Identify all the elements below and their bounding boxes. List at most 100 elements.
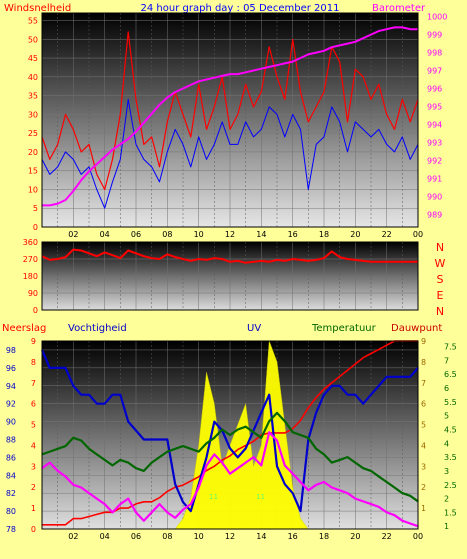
temperature-tick-label: 2.5 [444, 481, 457, 490]
wind-tick-label: 0 [33, 223, 38, 232]
rain-tick-label: 1 [31, 504, 36, 513]
chart-title: 24 hour graph day : 05 December 2011 [141, 3, 340, 14]
x-tick-label: 06 [131, 230, 141, 239]
x-tick-label: 12 [225, 532, 235, 541]
x-tick-label: 18 [319, 532, 329, 541]
direction-tick-label: 0 [33, 306, 38, 315]
barometer-tick-label: 990 [427, 192, 442, 201]
direction-tick-label: 270 [23, 255, 38, 264]
uv-tick-label: 4 [421, 441, 426, 450]
average-line [41, 98, 419, 209]
panel-frame [41, 241, 419, 311]
temperature-tick-label: 1.5 [444, 508, 457, 517]
compass-letter: N [436, 241, 444, 254]
barometer-tick-label: 993 [427, 138, 442, 147]
wind-tick-label: 55 [28, 17, 38, 26]
humidity-tick-label: 86 [6, 453, 16, 462]
wind-tick-label: 45 [28, 54, 38, 63]
uv-tick-label: 7 [421, 379, 426, 388]
rain-tick-label: 2 [31, 483, 36, 492]
x-tick-label: 14 [256, 230, 266, 239]
temperature-tick-label: 3.5 [444, 453, 457, 462]
compass-letter: W [435, 257, 446, 270]
humidity-tick-label: 88 [6, 435, 16, 444]
temperature-tick-label: 4 [444, 439, 449, 448]
x-tick-label: 10 [194, 532, 204, 541]
humidity-tick-label: 80 [6, 507, 16, 516]
direction-tick-label: 90 [28, 289, 38, 298]
x-tick-label: 00 [413, 532, 423, 541]
legend-uv: UV [247, 323, 261, 334]
temperature-tick-label: 2 [444, 495, 449, 504]
humidity-tick-label: 98 [6, 346, 16, 355]
rain-tick-label: 9 [31, 337, 36, 346]
rain-tick-label: 0 [31, 525, 36, 534]
data-lines [40, 26, 419, 528]
x-tick-label: 02 [68, 230, 78, 239]
barometer-tick-label: 1000 [427, 13, 447, 22]
x-tick-label: 04 [100, 230, 110, 239]
wind-tick-label: 50 [28, 35, 38, 44]
wind-tick-label: 30 [28, 110, 38, 119]
x-tick-label: 18 [319, 230, 329, 239]
rain-tick-label: 4 [31, 441, 36, 450]
rain-tick-label: 7 [31, 379, 36, 388]
barometer-tick-label: 989 [427, 210, 442, 219]
uv-annotation: 1 [209, 493, 213, 501]
wind-tick-label: 15 [28, 167, 38, 176]
barometer-tick-label: 991 [427, 174, 442, 183]
rain-tick-label: 6 [31, 400, 36, 409]
temperature-tick-label: 5 [444, 412, 449, 421]
compass-letter: N [436, 305, 444, 318]
barometer-tick-label: 999 [427, 31, 442, 40]
x-tick-label: 16 [288, 230, 298, 239]
x-tick-label: 22 [382, 532, 392, 541]
dewpoint-line [41, 431, 419, 528]
direction-tick-label: 360 [23, 238, 38, 247]
x-tick-label: 00 [413, 230, 423, 239]
legend-neerslag: Neerslag [2, 323, 46, 334]
humidity-tick-label: 90 [6, 418, 16, 427]
barometer-line [42, 26, 418, 207]
rain-tick-label: 5 [31, 421, 36, 430]
compass-letter: E [437, 289, 444, 302]
humidity-tick-label: 94 [6, 382, 16, 391]
x-tick-label: 20 [350, 532, 360, 541]
wind-tick-label: 40 [28, 73, 38, 82]
barometer-tick-label: 998 [427, 49, 442, 58]
barometer-tick-label: 992 [427, 156, 442, 165]
barometer-tick-label: 995 [427, 103, 442, 112]
x-tick-label: 08 [162, 532, 172, 541]
temperature-tick-label: 6 [444, 384, 449, 393]
compass-letter: S [437, 273, 444, 286]
wind-tick-label: 5 [33, 204, 38, 213]
x-tick-label: 10 [194, 230, 204, 239]
temperature-tick-label: 4.5 [444, 425, 457, 434]
temperature-line [41, 411, 419, 503]
humidity-tick-label: 82 [6, 489, 16, 498]
barometer-axis-title: Barometer [372, 3, 426, 14]
uv-annotation: 1 [214, 493, 218, 501]
uv-tick-label: 9 [421, 337, 426, 346]
uv-tick-label: 1 [421, 504, 426, 513]
uv-annotation: 1 [261, 493, 265, 501]
wind-tick-label: 20 [28, 148, 38, 157]
rain-line [42, 340, 418, 526]
temperature-tick-label: 1 [444, 522, 449, 531]
uv-tick-label: 5 [421, 421, 426, 430]
barometer-tick-label: 994 [427, 120, 442, 129]
rain-tick-label: 3 [31, 462, 36, 471]
temperature-tick-label: 7.5 [444, 343, 457, 352]
humidity-tick-label: 92 [6, 400, 16, 409]
x-tick-label: 16 [288, 532, 298, 541]
barometer-tick-label: 996 [427, 85, 442, 94]
gust-line [41, 31, 419, 191]
uv-tick-label: 8 [421, 358, 426, 367]
legend-vochtigheid: Vochtigheid [68, 323, 127, 334]
x-tick-label: 20 [350, 230, 360, 239]
uv-tick-label: 6 [421, 400, 426, 409]
humidity-line [40, 349, 419, 513]
uv-annotation: 1 [256, 493, 260, 501]
